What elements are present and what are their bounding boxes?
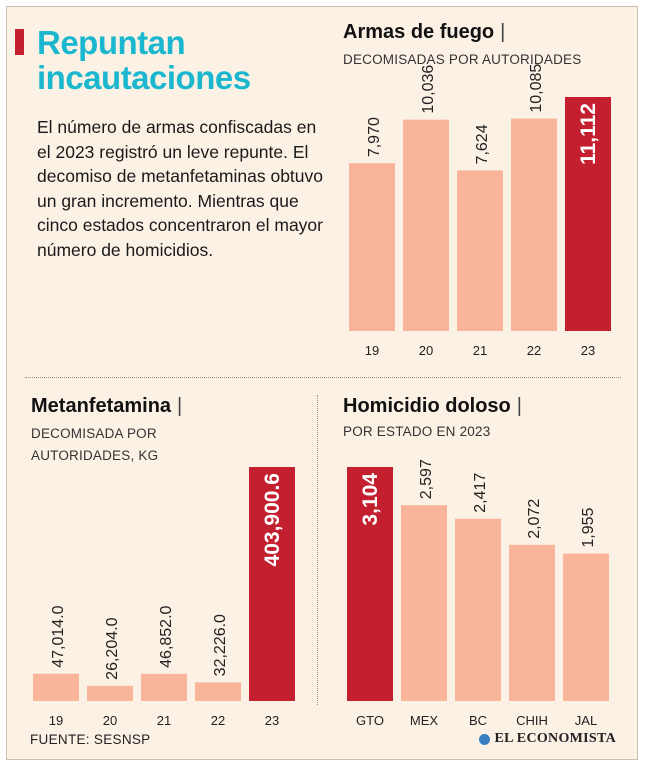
homicidio-data-label: 2,597 bbox=[418, 459, 435, 499]
meta-data-label: 46,852.0 bbox=[158, 605, 175, 667]
homicidio-bar bbox=[563, 553, 609, 701]
homicidio-data-label: 1,955 bbox=[580, 507, 597, 547]
homicidio-title-text: Homicidio doloso bbox=[343, 395, 511, 417]
homicidio-tick-label: MEX bbox=[410, 713, 439, 728]
armas-title: Armas de fuego | bbox=[343, 21, 505, 44]
armas-data-label: 7,624 bbox=[474, 124, 491, 164]
homicidio-tick-label: JAL bbox=[575, 713, 597, 728]
meta-chart: 47,014.0 19 26,204.0 20 46,852.0 21 32,226.0 22… bbox=[33, 467, 295, 728]
homicidio-bar bbox=[347, 467, 393, 701]
armas-tick-label: 20 bbox=[419, 343, 433, 358]
meta-tick-label: 20 bbox=[103, 713, 117, 728]
armas-tick-label: 19 bbox=[365, 343, 379, 358]
armas-bar bbox=[565, 97, 611, 331]
meta-data-label: 47,014.0 bbox=[50, 605, 67, 667]
homicidio-subtitle: POR ESTADO EN 2023 bbox=[343, 424, 491, 439]
armas-tick-label: 22 bbox=[527, 343, 541, 358]
homicidio-data-label: 2,417 bbox=[472, 473, 489, 513]
meta-data-label: 403,900.6 bbox=[261, 473, 284, 566]
meta-bar bbox=[87, 685, 133, 701]
armas-title-separator: | bbox=[500, 21, 506, 43]
meta-bar bbox=[249, 467, 295, 701]
meta-data-label: 26,204.0 bbox=[104, 617, 121, 679]
homicidio-data-label: 3,104 bbox=[359, 473, 382, 526]
armas-bar bbox=[403, 119, 449, 331]
meta-bar bbox=[33, 673, 79, 701]
homicidio-title: Homicidio doloso | bbox=[343, 395, 522, 418]
el-economista-logo-icon bbox=[478, 733, 490, 745]
meta-tick-label: 22 bbox=[211, 713, 225, 728]
meta-title-separator: | bbox=[177, 395, 183, 417]
armas-tick-label: 21 bbox=[473, 343, 487, 358]
homicidio-tick-label: GTO bbox=[356, 713, 384, 728]
meta-tick-label: 21 bbox=[157, 713, 171, 728]
armas-chart: 7,970 19 10,036 20 7,624 21 10,085 22 11,112 23 bbox=[349, 64, 611, 358]
homicidio-bar bbox=[509, 544, 555, 701]
homicidio-tick-label: CHIH bbox=[516, 713, 548, 728]
homicidio-title-separator: | bbox=[516, 395, 522, 417]
title-accent-bar bbox=[15, 29, 24, 55]
meta-tick-label: 23 bbox=[265, 713, 279, 728]
meta-bar bbox=[195, 682, 241, 701]
homicidio-bar bbox=[401, 505, 447, 701]
armas-bar bbox=[457, 170, 503, 331]
armas-data-label: 10,085 bbox=[528, 64, 545, 113]
homicidio-bar bbox=[455, 518, 501, 701]
armas-bar bbox=[349, 163, 395, 331]
meta-tick-label: 19 bbox=[49, 713, 63, 728]
armas-data-label: 11,112 bbox=[577, 103, 600, 165]
intro-paragraph: El número de armas confiscadas en el 202… bbox=[37, 117, 323, 260]
main-title: Repuntan incautaciones bbox=[37, 24, 251, 96]
brand: EL ECONOMISTA bbox=[478, 731, 617, 747]
horizontal-divider bbox=[25, 377, 621, 378]
homicidio-data-label: 2,072 bbox=[526, 499, 543, 539]
meta-title: Metanfetamina | bbox=[31, 395, 182, 418]
armas-tick-label: 23 bbox=[581, 343, 595, 358]
armas-data-label: 7,970 bbox=[366, 117, 383, 157]
meta-data-label: 32,226.0 bbox=[212, 614, 229, 676]
infographic-frame: Repuntan incautaciones El número de arma… bbox=[6, 6, 638, 760]
armas-subtitle: DECOMISADAS POR AUTORIDADES bbox=[343, 52, 582, 67]
meta-subtitle: DECOMISADA POR AUTORIDADES, KG bbox=[31, 426, 159, 463]
brand-name: EL ECONOMISTA bbox=[494, 731, 616, 746]
vertical-divider bbox=[317, 395, 318, 705]
homicidio-chart: 3,104 GTO 2,597 MEX 2,417 BC 2,072 CHIH 1,955 JAL bbox=[347, 459, 609, 728]
meta-bar bbox=[141, 673, 187, 701]
homicidio-tick-label: BC bbox=[469, 713, 487, 728]
meta-title-text: Metanfetamina bbox=[31, 395, 172, 417]
armas-title-text: Armas de fuego bbox=[343, 21, 495, 43]
armas-data-label: 10,036 bbox=[420, 65, 437, 114]
footer-source: FUENTE: SESNSP bbox=[30, 732, 151, 747]
armas-bar bbox=[511, 118, 557, 331]
